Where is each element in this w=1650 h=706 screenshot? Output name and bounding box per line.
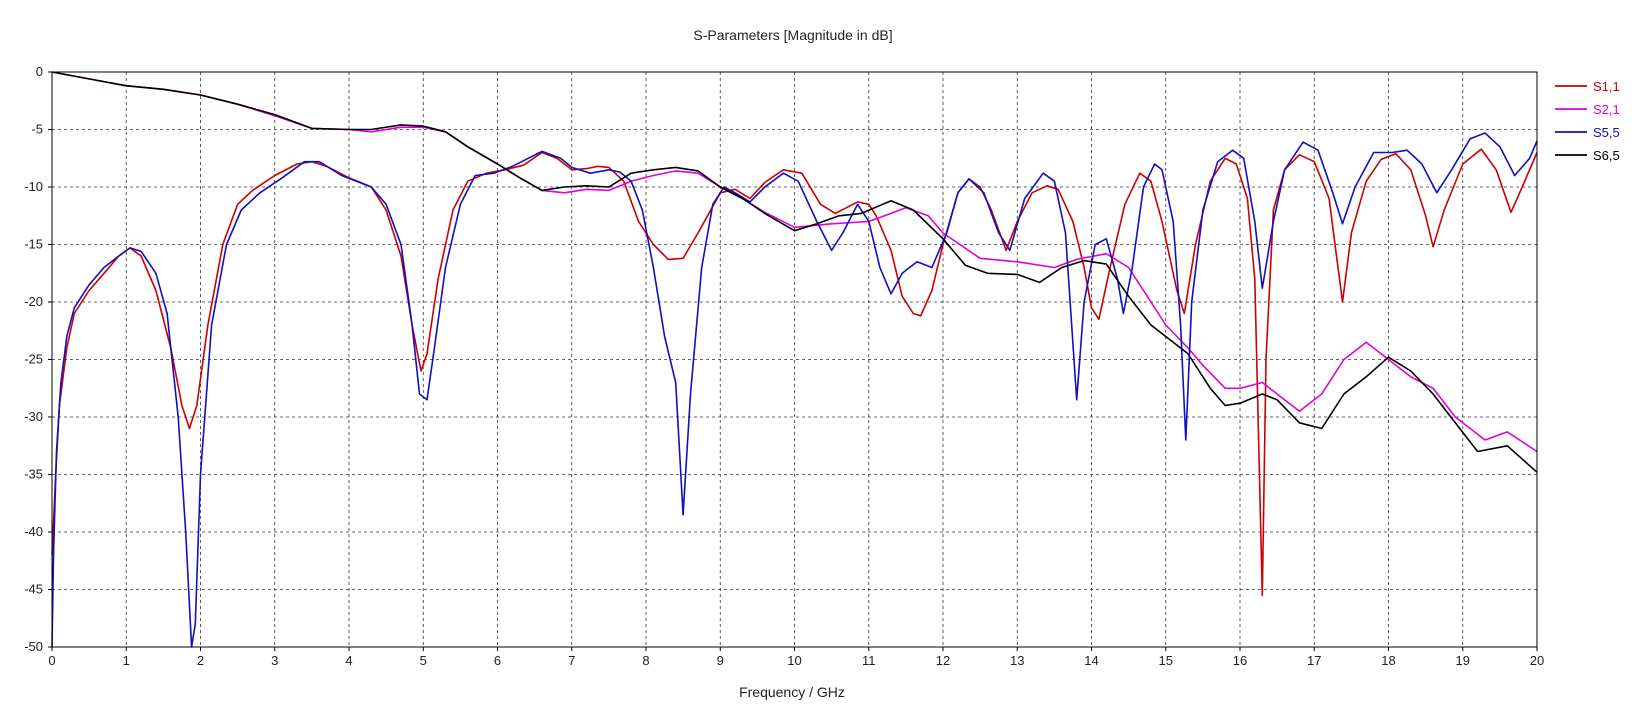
x-tick-label-11: 11 [862,653,876,668]
x-tick-label-19: 19 [1456,653,1470,668]
y-tick-label-7: -35 [24,467,43,482]
x-tick-label-2: 2 [197,653,204,668]
y-tick-label-9: -45 [24,582,43,597]
x-tick-label-9: 9 [717,653,724,668]
x-tick-label-5: 5 [420,653,427,668]
y-tick-label-10: -50 [24,639,43,654]
x-axis-ticks: 0 1 2 3 4 5 6 7 8 9 10 11 12 13 14 15 16 17 18 19 20 [48,647,1544,668]
grid [52,72,1537,647]
x-tick-label-8: 8 [642,653,649,668]
x-tick-label-10: 10 [787,653,801,668]
x-tick-label-13: 13 [1010,653,1024,668]
series-line-s55 [51,132,1538,648]
y-tick-label-1: -5 [31,122,43,137]
x-tick-label-12: 12 [936,653,950,668]
x-tick-label-17: 17 [1307,653,1321,668]
x-tick-label-15: 15 [1159,653,1173,668]
series-lines [51,71,1538,648]
x-tick-label-16: 16 [1233,653,1247,668]
y-tick-label-0: 0 [36,64,43,79]
y-tick-label-8: -40 [24,524,43,539]
legend-label-1: S2,1 [1593,102,1620,117]
chart-title: S-Parameters [Magnitude in dB] [693,27,892,43]
legend-label-2: S5,5 [1593,125,1620,140]
x-tick-label-7: 7 [568,653,575,668]
x-tick-label-3: 3 [271,653,278,668]
legend: S1,1 S2,1 S5,5 S6,5 [1555,79,1620,163]
x-tick-label-6: 6 [494,653,501,668]
y-tick-label-6: -30 [24,409,43,424]
legend-label-3: S6,5 [1593,148,1620,163]
x-tick-label-18: 18 [1381,653,1395,668]
y-tick-label-3: -15 [24,237,43,252]
y-axis-ticks: 0 -5 -10 -15 -20 -25 -30 -35 -40 -45 -50 [24,64,52,654]
x-tick-label-0: 0 [48,653,55,668]
x-tick-label-14: 14 [1084,653,1098,668]
legend-label-0: S1,1 [1593,79,1620,94]
y-tick-label-2: -10 [24,179,43,194]
x-tick-label-20: 20 [1530,653,1544,668]
x-tick-label-1: 1 [123,653,130,668]
x-axis-label: Frequency / GHz [739,684,845,700]
x-tick-label-4: 4 [345,653,352,668]
y-tick-label-4: -20 [24,294,43,309]
y-tick-label-5: -25 [24,352,43,367]
plot-frame [51,71,1538,648]
series-line-s65 [51,71,1538,473]
